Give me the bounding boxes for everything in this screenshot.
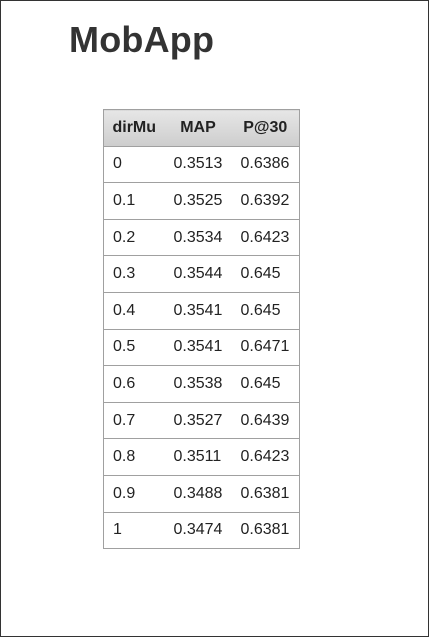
cell-p30: 0.6423 <box>231 218 300 257</box>
table-row: 0.3 0.3544 0.645 <box>103 255 300 293</box>
cell-dirmu: 0.5 <box>103 328 165 367</box>
table-row: 0.8 0.3511 0.6423 <box>103 438 300 476</box>
cell-p30: 0.645 <box>231 291 300 330</box>
cell-p30: 0.645 <box>231 255 300 293</box>
results-table: dirMu MAP P@30 0 0.3513 0.6386 0.1 0.3525 0.6… <box>103 109 300 550</box>
cell-map: 0.3525 <box>164 182 232 220</box>
table-row: 1 0.3474 0.6381 <box>103 511 300 550</box>
cell-map: 0.3474 <box>164 511 232 550</box>
column-header-dirmu[interactable]: dirMu <box>103 109 165 147</box>
table-row: 0.1 0.3525 0.6392 <box>103 182 300 220</box>
cell-p30: 0.645 <box>231 365 300 403</box>
table-row: 0.2 0.3534 0.6423 <box>103 218 300 257</box>
cell-p30: 0.6381 <box>231 511 300 550</box>
page-title: MobApp <box>69 19 215 60</box>
cell-p30: 0.6423 <box>231 438 300 476</box>
table-body: 0 0.3513 0.6386 0.1 0.3525 0.6392 0.2 0.3534 0.6… <box>103 145 300 550</box>
cell-map: 0.3541 <box>164 291 232 330</box>
cell-map: 0.3538 <box>164 365 232 403</box>
table-header-row: dirMu MAP P@30 <box>103 109 300 147</box>
cell-dirmu: 0.9 <box>103 474 165 513</box>
table-row: 0.5 0.3541 0.6471 <box>103 328 300 367</box>
cell-map: 0.3488 <box>164 474 232 513</box>
cell-dirmu: 0.7 <box>103 401 165 440</box>
cell-map: 0.3544 <box>164 255 232 293</box>
cell-dirmu: 0.8 <box>103 438 165 476</box>
cell-p30: 0.6471 <box>231 328 300 367</box>
table-row: 0.4 0.3541 0.645 <box>103 291 300 330</box>
cell-p30: 0.6381 <box>231 474 300 513</box>
cell-map: 0.3534 <box>164 218 232 257</box>
table-row: 0.6 0.3538 0.645 <box>103 365 300 403</box>
column-header-p30[interactable]: P@30 <box>231 109 300 147</box>
cell-p30: 0.6439 <box>231 401 300 440</box>
cell-map: 0.3541 <box>164 328 232 367</box>
cell-dirmu: 0.3 <box>103 255 165 293</box>
cell-dirmu: 0.2 <box>103 218 165 257</box>
table-row: 0.7 0.3527 0.6439 <box>103 401 300 440</box>
cell-map: 0.3511 <box>164 438 232 476</box>
cell-map: 0.3513 <box>164 145 232 184</box>
cell-p30: 0.6386 <box>231 145 300 184</box>
column-header-map[interactable]: MAP <box>164 109 232 147</box>
cell-dirmu: 0.6 <box>103 365 165 403</box>
cell-dirmu: 0 <box>103 145 165 184</box>
cell-p30: 0.6392 <box>231 182 300 220</box>
cell-dirmu: 0.1 <box>103 182 165 220</box>
cell-dirmu: 1 <box>103 511 165 550</box>
table-row: 0 0.3513 0.6386 <box>103 145 300 184</box>
cell-map: 0.3527 <box>164 401 232 440</box>
cell-dirmu: 0.4 <box>103 291 165 330</box>
table-row: 0.9 0.3488 0.6381 <box>103 474 300 513</box>
